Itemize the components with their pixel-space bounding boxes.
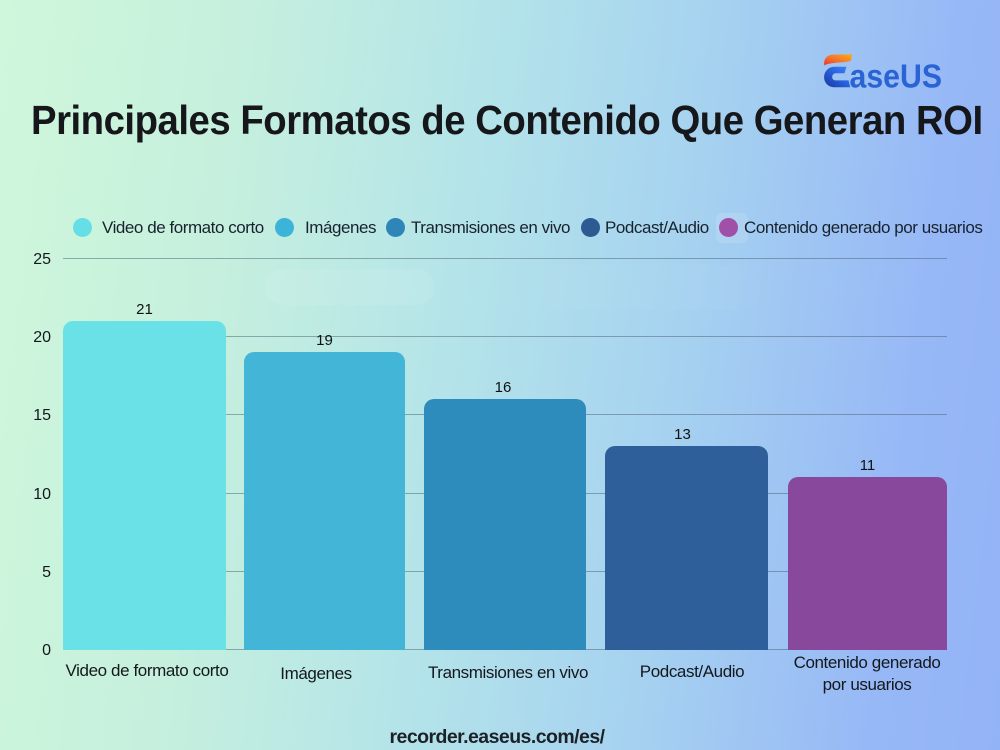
svg-text:aseUS: aseUS: [850, 58, 943, 95]
